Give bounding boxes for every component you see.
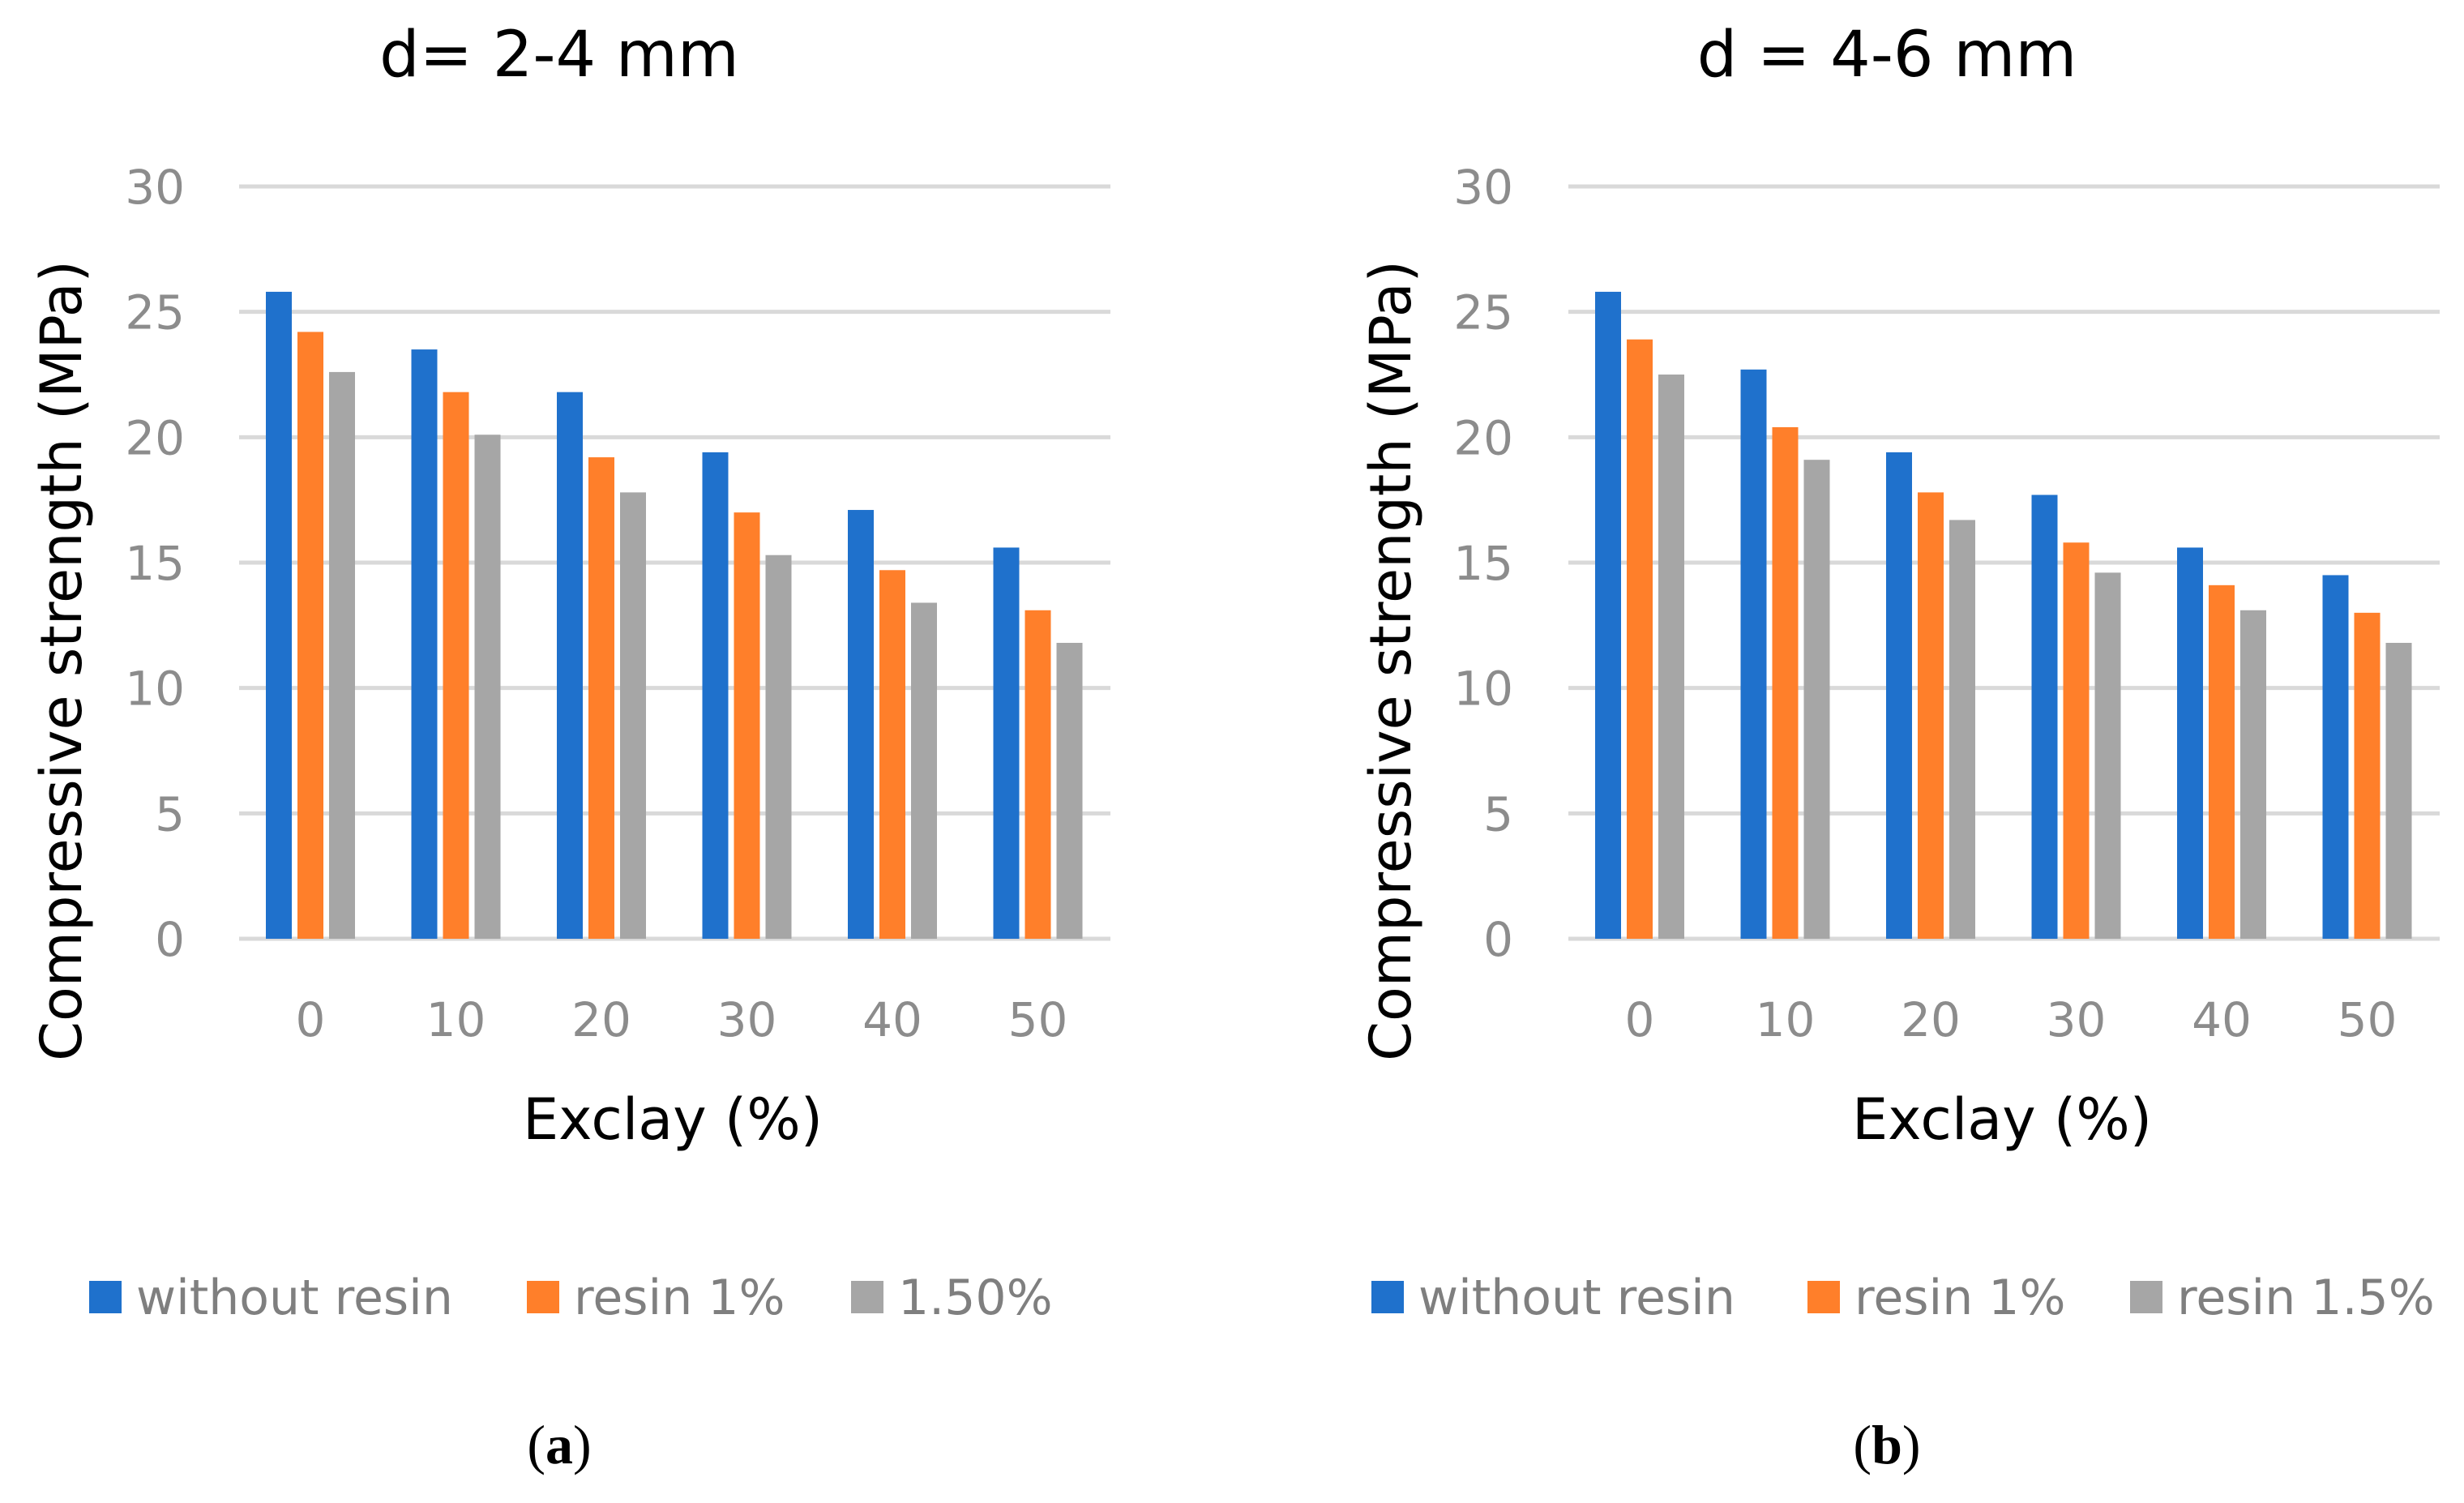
legend-label: without resin (136, 1270, 453, 1326)
bar (702, 452, 729, 939)
x-tick-label: 50 (2338, 992, 2398, 1047)
legend-label: 1.50% (898, 1270, 1053, 1326)
bar (993, 547, 1020, 939)
y-tick-label: 25 (1453, 285, 1513, 340)
bar (1056, 642, 1083, 939)
y-tick-label: 0 (1483, 912, 1513, 967)
bar (1886, 452, 1912, 939)
bar (1658, 375, 1684, 939)
y-tick-label: 5 (155, 786, 185, 841)
x-tick-label: 10 (1756, 992, 1816, 1047)
bar (588, 457, 614, 939)
bar (2385, 642, 2412, 939)
bar (765, 555, 792, 939)
x-tick-label: 0 (1625, 992, 1655, 1047)
bar (2177, 547, 2203, 939)
y-tick-label: 5 (1483, 786, 1513, 841)
x-tick-label: 40 (862, 992, 922, 1047)
x-tick-label: 20 (1901, 992, 1961, 1047)
legend-swatch (89, 1281, 122, 1313)
legend-label: resin 1% (1854, 1270, 2065, 1326)
legend-swatch (2130, 1281, 2162, 1313)
panel-caption: (a) (527, 1414, 591, 1475)
panel-caption-label: b (1872, 1414, 1902, 1475)
x-tick-label: 30 (2047, 992, 2107, 1047)
y-tick-label: 15 (125, 536, 185, 591)
x-tick-label: 0 (296, 992, 326, 1047)
y-tick-label: 15 (1453, 536, 1513, 591)
bar (2094, 572, 2121, 939)
legend-label: resin 1% (574, 1270, 785, 1326)
y-tick-label: 30 (125, 160, 185, 215)
x-tick-label: 10 (426, 992, 486, 1047)
bar (2322, 575, 2349, 939)
bar (1772, 426, 1799, 939)
bar (879, 570, 905, 939)
x-tick-label: 50 (1008, 992, 1068, 1047)
bars (266, 291, 1083, 940)
bar (2063, 542, 2090, 939)
bar (2354, 612, 2381, 939)
bar (1025, 610, 1051, 939)
bar (474, 435, 501, 939)
y-axis-ticks: 0 5 10 15 20 25 30 (1453, 160, 1513, 967)
bar (911, 602, 937, 939)
bars (1595, 291, 2412, 939)
x-axis-title: Exclay (%) (523, 1086, 823, 1153)
bar (734, 512, 760, 939)
gridlines (239, 184, 1110, 941)
y-tick-label: 10 (125, 662, 185, 717)
bar (2209, 584, 2235, 939)
chart-title: d = 4-6 mm (1697, 19, 2077, 92)
x-axis-ticks: 0 10 20 30 40 50 (296, 992, 1068, 1047)
legend-label: without resin (1418, 1270, 1735, 1326)
bar (1627, 339, 1653, 939)
bar (1918, 492, 1944, 939)
x-axis-ticks: 0 10 20 30 40 50 (1625, 992, 2398, 1047)
legend-label: resin 1.5% (2177, 1270, 2435, 1326)
bar (848, 510, 874, 939)
bar (557, 392, 583, 939)
chart-title: d= 2-4 mm (379, 19, 739, 92)
legend-swatch (1371, 1281, 1404, 1313)
bar (2031, 495, 2058, 939)
legend: without resin resin 1% resin 1.5% (1371, 1270, 2435, 1326)
bar (329, 371, 355, 939)
bar (266, 291, 292, 939)
chart-panel-a: d= 2-4 mm 0 5 10 15 20 25 30 0 10 20 30 40 50 Excla… (28, 19, 1110, 1475)
bar (1949, 520, 1975, 939)
legend: without resin resin 1% 1.50% (89, 1270, 1053, 1326)
bar (1803, 460, 1830, 939)
gridlines (1568, 184, 2440, 941)
y-tick-label: 10 (1453, 662, 1513, 717)
y-tick-label: 20 (1453, 410, 1513, 465)
x-tick-label: 20 (571, 992, 631, 1047)
bar (2240, 610, 2266, 939)
bar (297, 332, 323, 939)
chart-panel-b: d = 4-6 mm 0 5 10 15 20 25 30 0 10 20 30 40 50 Excl… (1358, 19, 2440, 1475)
bar (1595, 291, 1621, 939)
legend-swatch (1807, 1281, 1840, 1313)
y-tick-label: 20 (125, 410, 185, 465)
bar (1740, 369, 1767, 939)
y-tick-label: 0 (155, 912, 185, 967)
bar (443, 392, 469, 939)
legend-swatch (851, 1281, 883, 1313)
y-axis-title: Compressive strength (MPa) (28, 260, 95, 1061)
bar (411, 349, 438, 940)
y-axis-title: Compressive strength (MPa) (1358, 260, 1424, 1061)
x-axis-title: Exclay (%) (1852, 1086, 2152, 1153)
y-tick-label: 25 (125, 285, 185, 340)
legend-swatch (527, 1281, 559, 1313)
bar (620, 492, 646, 939)
panel-caption: (b) (1853, 1414, 1920, 1475)
panel-caption-label: a (545, 1414, 573, 1475)
x-tick-label: 30 (717, 992, 777, 1047)
y-tick-label: 30 (1453, 160, 1513, 215)
y-axis-ticks: 0 5 10 15 20 25 30 (125, 160, 185, 967)
x-tick-label: 40 (2192, 992, 2252, 1047)
